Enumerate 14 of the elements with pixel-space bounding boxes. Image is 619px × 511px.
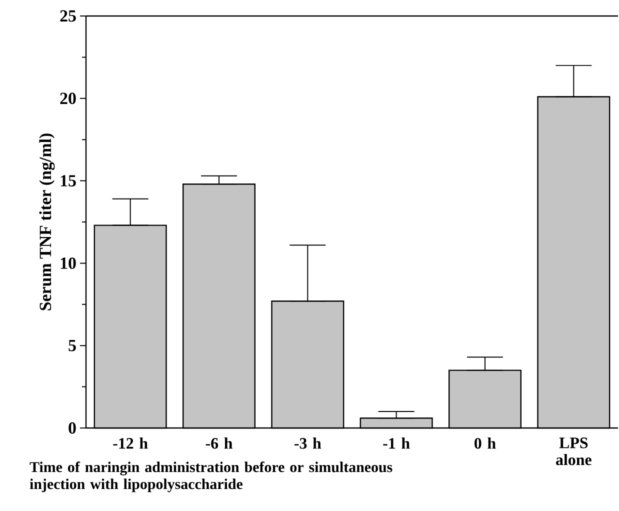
x-tick-label: -6 h [206,438,232,449]
y-axis-title: Serum TNF titer (ng/ml) [39,134,55,310]
x-tick-label: -3 h [294,438,322,449]
y-tick-label: 15 [60,175,76,186]
x-tick-label: LPS alone [556,438,592,466]
x-axis-title: Time of naringin administration before or simultaneous injection with lipopolysaccharide [30,462,392,492]
y-tick-label: 10 [60,257,76,269]
y-tick-label: 5 [68,340,76,352]
y-tick-label: 25 [60,10,76,22]
x-tick-label: 0 h [474,438,496,449]
x-tick-label: -1 h [383,438,410,449]
x-tick-label: -12 h [113,438,148,449]
y-tick-label: 20 [60,92,76,104]
y-tick-label: 0 [68,422,76,434]
